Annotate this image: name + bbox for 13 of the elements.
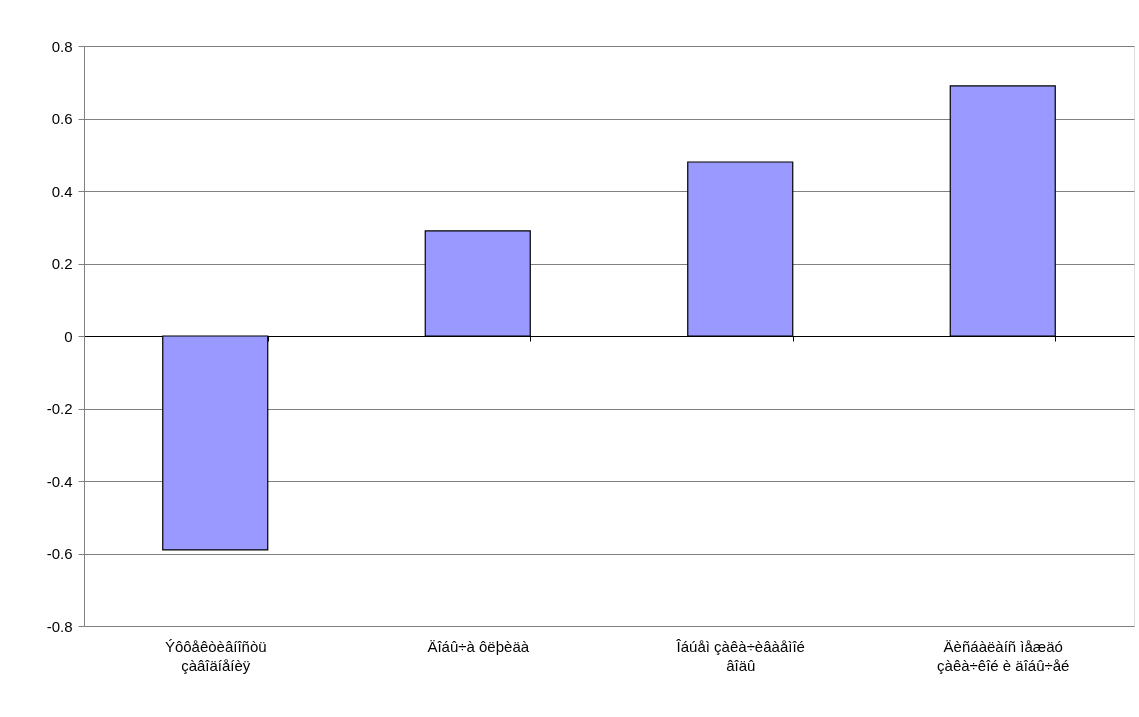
y-tick-label: 0.8 — [51, 37, 73, 55]
y-tick-label: -0.6 — [46, 545, 73, 562]
y-tick-label: 0.2 — [51, 255, 73, 272]
x-tick-label: Äîáû÷à ôëþèäà — [427, 637, 530, 655]
y-tick-label: 0 — [64, 327, 73, 345]
y-tick-label: -0.8 — [46, 617, 73, 635]
x-tick-label: Äèñáàëàíñ ìåæäó çàêà÷êîé è äîáû÷åé — [937, 637, 1070, 674]
y-tick-label: -0.4 — [46, 472, 73, 490]
y-tick-label: 0.6 — [51, 110, 73, 127]
y-tick-label: 0.4 — [51, 182, 73, 200]
x-tick-label: Ýôôåêòèâíîñòü çàâîäíåíèÿ — [164, 637, 267, 674]
x-tick-label: Îáúåì çàêà÷èâàåìîé âîäû — [675, 637, 805, 674]
y-tick-label: -0.2 — [46, 400, 73, 417]
